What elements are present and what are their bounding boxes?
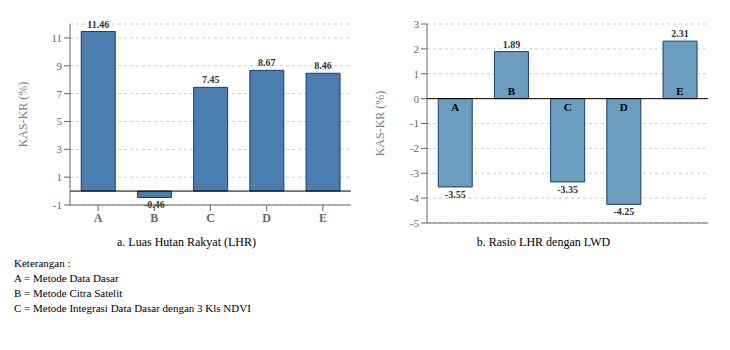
html-text:A = Metode Data Dasar: A = Metode Data Dasar <box>14 272 119 284</box>
svg-text:-4.25: -4.25 <box>613 206 634 217</box>
svg-text:8.67: 8.67 <box>258 57 276 68</box>
svg-text:8.46: 8.46 <box>314 60 332 71</box>
html-text:B = Metode Citra Satelit: B = Metode Citra Satelit <box>14 287 123 299</box>
svg-text:5: 5 <box>57 115 63 127</box>
svg-text:A: A <box>94 211 103 225</box>
svg-text:-0.46: -0.46 <box>144 199 165 210</box>
svg-text:C: C <box>206 211 215 225</box>
svg-text:7: 7 <box>57 88 63 100</box>
svg-text:D: D <box>262 211 271 225</box>
svg-text:11: 11 <box>51 32 62 44</box>
svg-text:-2: -2 <box>410 142 419 154</box>
svg-text:E: E <box>676 85 683 97</box>
svg-text:-3.35: -3.35 <box>557 184 578 195</box>
svg-text:0: 0 <box>414 93 420 105</box>
svg-text:11.46: 11.46 <box>87 19 109 30</box>
html-text:Keterangan :: Keterangan : <box>14 257 71 269</box>
svg-text:7.45: 7.45 <box>202 74 220 85</box>
svg-text:KAS-KR (%): KAS-KR (%) <box>373 91 387 157</box>
svg-text:-3: -3 <box>410 167 420 179</box>
svg-text:9: 9 <box>57 60 63 72</box>
svg-text:-3.55: -3.55 <box>445 189 466 200</box>
svg-text:3: 3 <box>57 143 63 155</box>
html-text:C = Metode Integrasi Data Dasa: C = Metode Integrasi Data Dasar dengan 3… <box>14 302 251 314</box>
svg-text:KAS-KR (%): KAS-KR (%) <box>16 82 30 148</box>
svg-text:3: 3 <box>414 18 420 30</box>
svg-text:1: 1 <box>414 68 420 80</box>
svg-text:E: E <box>319 211 327 225</box>
svg-text:C: C <box>564 101 572 113</box>
html-text:b. Rasio LHR dengan LWD: b. Rasio LHR dengan LWD <box>476 235 611 249</box>
svg-text:1.89: 1.89 <box>503 39 521 50</box>
svg-text:2: 2 <box>414 43 420 55</box>
svg-text:-1: -1 <box>410 117 419 129</box>
svg-text:2.31: 2.31 <box>671 28 689 39</box>
svg-text:1: 1 <box>57 171 63 183</box>
html-text:a. Luas Hutan Rakyat (LHR): a. Luas Hutan Rakyat (LHR) <box>117 235 256 249</box>
svg-text:-5: -5 <box>410 217 420 229</box>
svg-text:-1: -1 <box>53 199 62 211</box>
svg-text:B: B <box>150 211 158 225</box>
svg-text:A: A <box>451 101 459 113</box>
svg-text:-4: -4 <box>410 192 420 204</box>
svg-text:B: B <box>508 85 516 97</box>
svg-text:D: D <box>620 101 628 113</box>
